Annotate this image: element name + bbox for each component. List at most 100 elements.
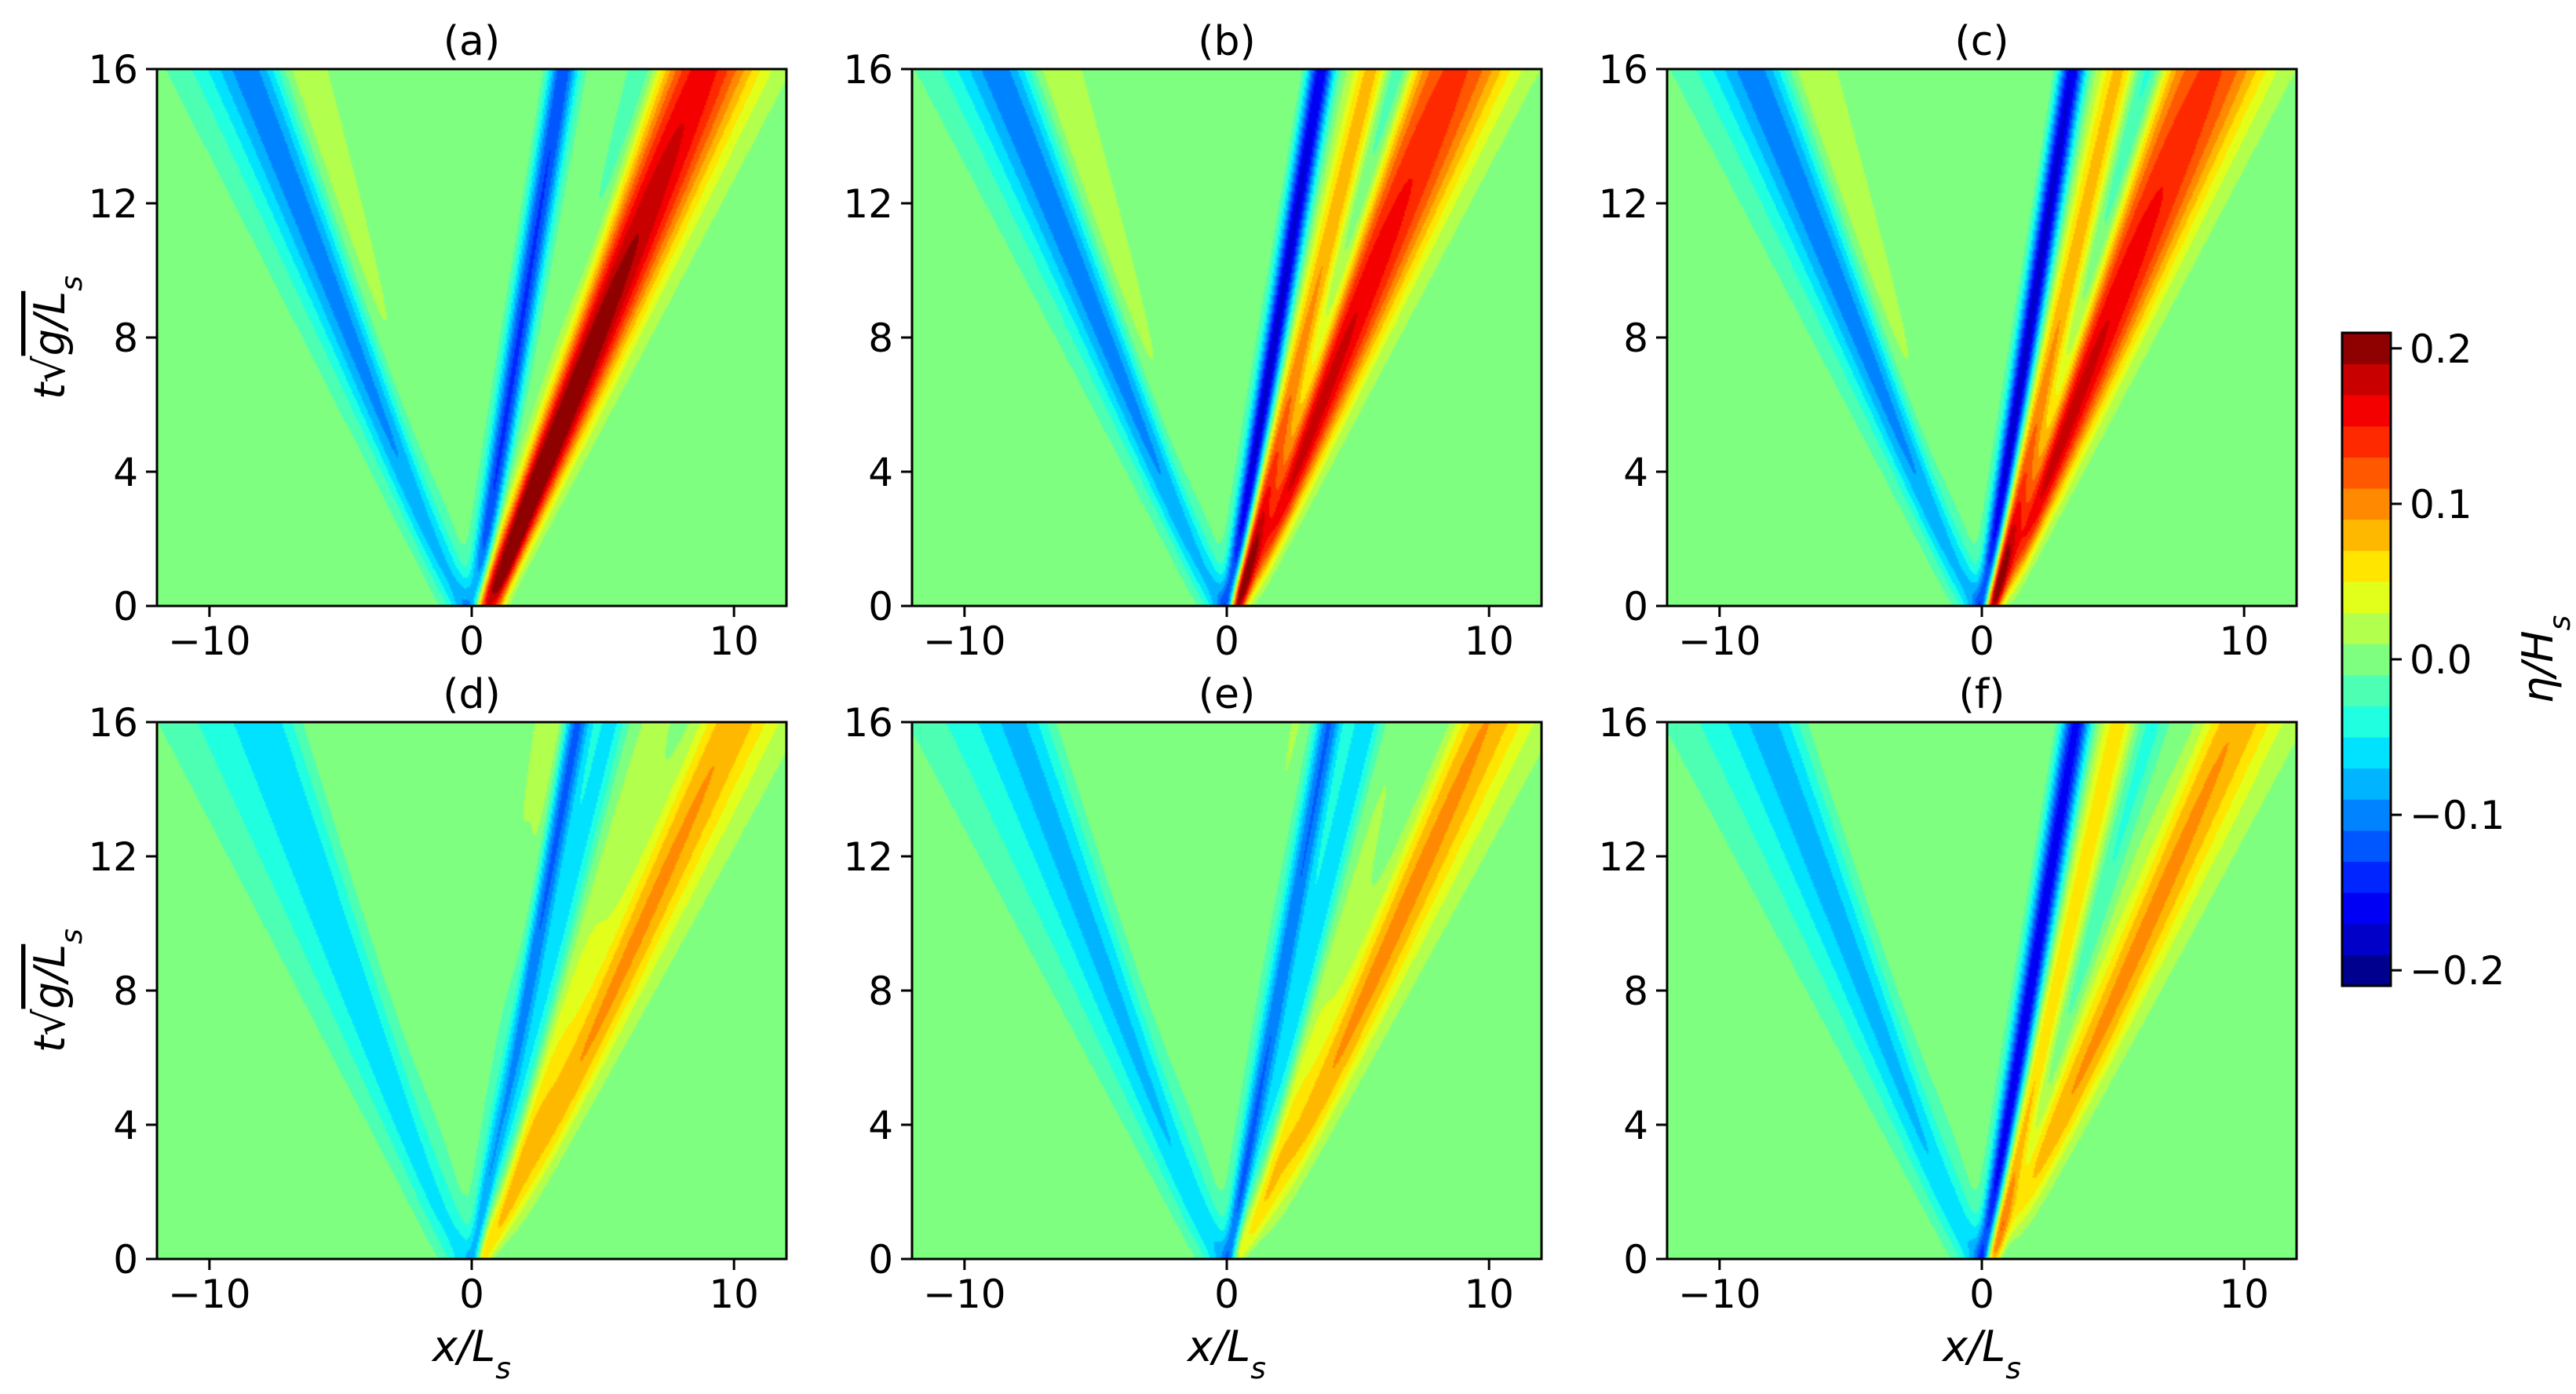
colorbar-segment	[2342, 768, 2391, 800]
panel-title: (b)	[1198, 18, 1256, 65]
colorbar-segment	[2342, 923, 2391, 955]
y-tick-label: 0	[1623, 1237, 1648, 1283]
y-tick-label: 4	[113, 1103, 138, 1148]
y-tick-label: 0	[1623, 584, 1648, 629]
y-tick-label: 0	[868, 1237, 893, 1283]
y-tick-label: 8	[868, 316, 893, 361]
y-tick-label: 16	[1598, 700, 1648, 746]
colorbar-segment	[2342, 488, 2391, 520]
y-tick-label: 12	[843, 181, 893, 227]
x-tick-label: 0	[1214, 619, 1239, 664]
y-tick-label: 4	[868, 450, 893, 495]
y-tick-label: 0	[113, 584, 138, 629]
colorbar-tick-label: 0.0	[2410, 637, 2472, 683]
panel-title: (d)	[443, 671, 501, 718]
x-tick-label: 10	[709, 619, 759, 664]
colorbar-segment	[2342, 861, 2391, 893]
colorbar-tick-label: −0.1	[2410, 793, 2505, 838]
x-tick-label: −10	[168, 619, 251, 664]
x-tick-label: 10	[709, 1272, 759, 1317]
panel-title: (f)	[1959, 671, 2005, 718]
x-axis-label: x/Ls	[1186, 1322, 1266, 1385]
colorbar-segment	[2342, 799, 2391, 831]
y-tick-label: 0	[868, 584, 893, 629]
y-tick-label: 4	[1623, 1103, 1648, 1148]
x-axis-label: x/Ls	[1941, 1322, 2021, 1385]
colorbar-segment	[2342, 457, 2391, 489]
y-tick-label: 8	[1623, 969, 1648, 1014]
colorbar-label: η/Hs	[2513, 615, 2576, 704]
contour-field	[1667, 722, 2297, 1259]
y-tick-label: 16	[843, 700, 893, 746]
colorbar-segment	[2342, 954, 2391, 987]
colorbar-segment	[2342, 425, 2391, 458]
y-tick-label: 0	[113, 1237, 138, 1283]
y-tick-label: 16	[1598, 47, 1648, 93]
y-tick-label: 12	[1598, 834, 1648, 880]
colorbar-segment	[2342, 333, 2391, 365]
colorbar-segment	[2342, 644, 2391, 676]
colorbar-segment	[2342, 674, 2391, 706]
contour-field	[157, 69, 786, 606]
y-tick-label: 12	[843, 834, 893, 880]
x-tick-label: 10	[2219, 1272, 2269, 1317]
x-tick-label: −10	[923, 619, 1006, 664]
x-tick-label: −10	[1678, 1272, 1761, 1317]
y-tick-label: 8	[113, 969, 138, 1014]
contour-field	[1667, 69, 2297, 606]
colorbar: −0.2 −0.1 0.0 0.1 0.2 η/Hs	[2341, 327, 2576, 994]
panel-c: −10 0 10 0 4 8 12 16 (c)	[1598, 18, 2298, 664]
x-tick-label: 0	[1214, 1272, 1239, 1317]
panel-e: −10 0 10 0 4 8 12 16 (e) x/Ls	[843, 671, 1543, 1385]
x-tick-label: −10	[168, 1272, 251, 1317]
x-tick-label: 10	[2219, 619, 2269, 664]
panel-a: −10 0 10 0 4 8 12 16 (a) t√g/Ls	[25, 18, 788, 664]
x-tick-label: 0	[459, 1272, 484, 1317]
y-tick-label: 8	[113, 316, 138, 361]
y-tick-label: 4	[868, 1103, 893, 1148]
x-tick-label: −10	[1678, 619, 1761, 664]
x-tick-label: 10	[1464, 619, 1514, 664]
y-tick-label: 12	[88, 181, 138, 227]
colorbar-tick-label: −0.2	[2410, 948, 2505, 994]
y-axis-label: t√g/Ls	[25, 276, 89, 400]
colorbar-segment	[2342, 706, 2391, 738]
x-axis-label: x/Ls	[431, 1322, 511, 1385]
y-tick-label: 8	[868, 969, 893, 1014]
panel-b: −10 0 10 0 4 8 12 16 (b)	[843, 18, 1543, 664]
x-tick-label: 0	[459, 619, 484, 664]
colorbar-segment	[2342, 612, 2391, 644]
panel-title: (a)	[443, 18, 500, 65]
colorbar-segment	[2342, 363, 2391, 396]
colorbar-tick-label: 0.2	[2410, 327, 2472, 372]
y-tick-label: 8	[1623, 316, 1648, 361]
x-tick-label: −10	[923, 1272, 1006, 1317]
y-tick-label: 4	[113, 450, 138, 495]
y-tick-label: 16	[843, 47, 893, 93]
x-tick-label: 0	[1969, 619, 1994, 664]
contour-field	[157, 722, 786, 1259]
y-tick-label: 16	[88, 47, 138, 93]
colorbar-segment	[2342, 550, 2391, 582]
colorbar-segment	[2342, 830, 2391, 863]
contour-field	[912, 69, 1542, 606]
y-axis-label: t√g/Ls	[25, 929, 89, 1053]
panel-d: −10 0 10 0 4 8 12 16 (d) t√g/Ls x/Ls	[25, 671, 788, 1385]
panel-title: (c)	[1954, 18, 2009, 65]
contour-field	[912, 722, 1542, 1259]
x-tick-label: 10	[1464, 1272, 1514, 1317]
colorbar-segment	[2342, 395, 2391, 427]
x-tick-label: 0	[1969, 1272, 1994, 1317]
y-tick-label: 16	[88, 700, 138, 746]
y-tick-label: 12	[1598, 181, 1648, 227]
panel-f: −10 0 10 0 4 8 12 16 (f) x/Ls	[1598, 671, 2298, 1385]
y-tick-label: 4	[1623, 450, 1648, 495]
colorbar-segment	[2342, 892, 2391, 925]
colorbar-tick-label: 0.1	[2410, 482, 2472, 527]
colorbar-segment	[2342, 519, 2391, 551]
colorbar-segment	[2342, 581, 2391, 614]
y-tick-label: 12	[88, 834, 138, 880]
colorbar-segment	[2342, 737, 2391, 769]
